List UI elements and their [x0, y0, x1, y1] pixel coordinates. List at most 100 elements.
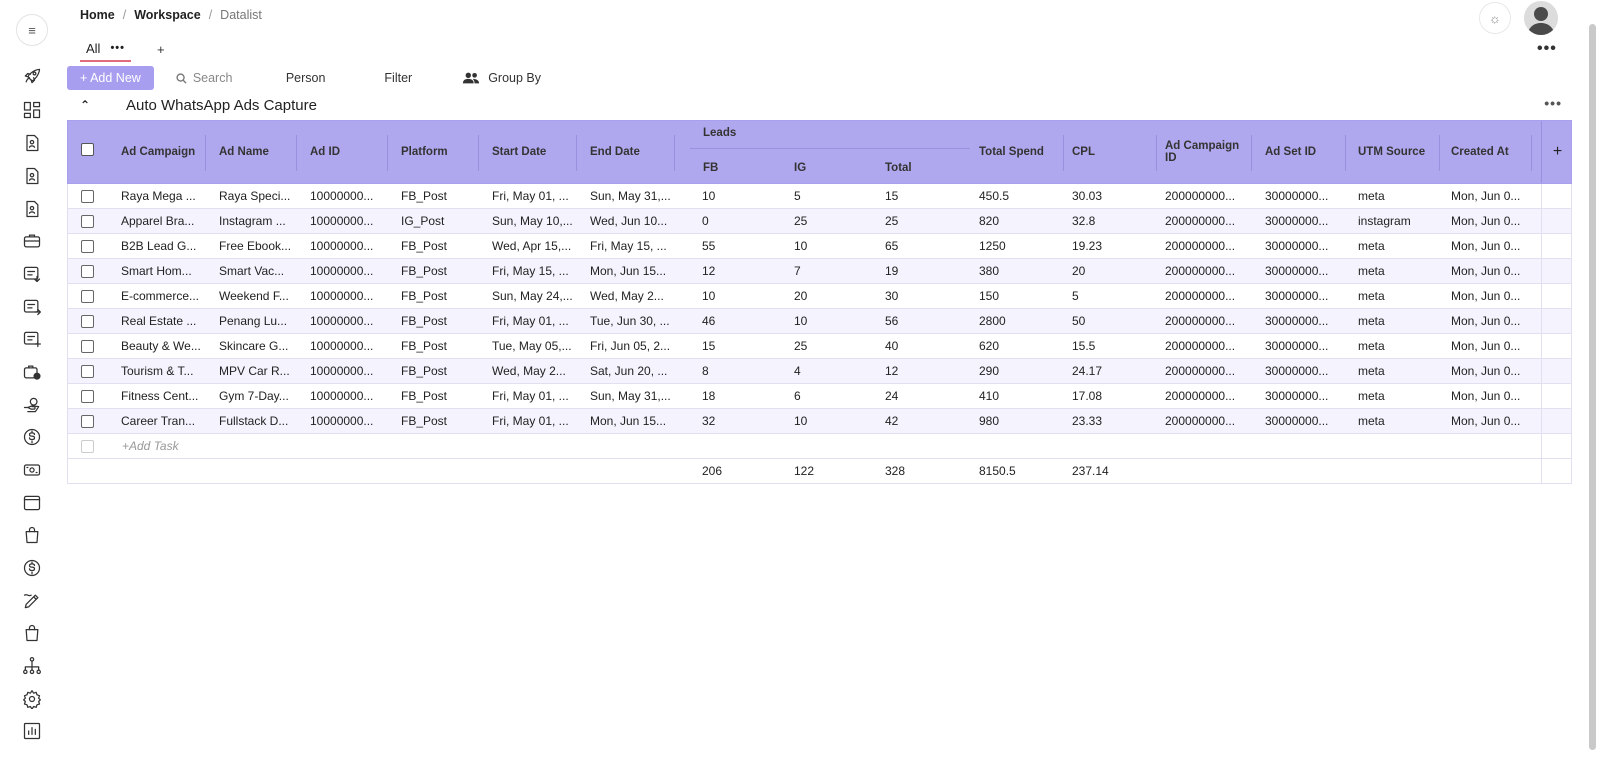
cell-created-at[interactable]: Mon, Jun 0... — [1451, 189, 1521, 203]
cell-leads-ig[interactable]: 5 — [794, 189, 801, 203]
cell-platform[interactable]: FB_Post — [401, 289, 448, 303]
group-by-button[interactable]: Group By — [462, 71, 541, 85]
cell-end-date[interactable]: Fri, May 15, ... — [590, 239, 667, 253]
cell-created-at[interactable]: Mon, Jun 0... — [1451, 214, 1521, 228]
cell-ad-campaign-id[interactable]: 200000000... — [1165, 389, 1236, 403]
cell-ad-id[interactable]: 10000000... — [310, 189, 374, 203]
dollar-circle-icon[interactable] — [20, 425, 44, 449]
cell-start-date[interactable]: Fri, May 15, ... — [492, 264, 569, 278]
cell-total-spend[interactable]: 820 — [979, 214, 1000, 228]
cell-leads-ig[interactable]: 7 — [794, 264, 801, 278]
cell-leads-total[interactable]: 42 — [885, 414, 899, 428]
cell-ad-set-id[interactable]: 30000000... — [1265, 264, 1329, 278]
table-row[interactable]: B2B Lead G... Free Ebook... 10000000... FB_… — [67, 234, 1572, 259]
briefcase-clock-icon[interactable] — [20, 360, 44, 384]
cell-created-at[interactable]: Mon, Jun 0... — [1451, 414, 1521, 428]
column-header-ig[interactable]: IG — [794, 162, 807, 174]
cell-start-date[interactable]: Sun, May 24,... — [492, 289, 573, 303]
cell-leads-total[interactable]: 30 — [885, 289, 899, 303]
cell-ad-campaign-id[interactable]: 200000000... — [1165, 189, 1236, 203]
cell-leads-ig[interactable]: 6 — [794, 389, 801, 403]
cell-ad-set-id[interactable]: 30000000... — [1265, 389, 1329, 403]
cell-leads-fb[interactable]: 55 — [702, 239, 716, 253]
more-options-icon[interactable]: ••• — [1537, 40, 1557, 57]
cell-platform[interactable]: IG_Post — [401, 214, 445, 228]
cell-leads-total[interactable]: 24 — [885, 389, 899, 403]
column-header-cpl[interactable]: CPL — [1072, 121, 1157, 183]
shopping-bag-icon[interactable] — [20, 621, 44, 645]
contact-card-icon[interactable] — [20, 131, 44, 155]
row-checkbox[interactable] — [81, 415, 94, 428]
cell-leads-fb[interactable]: 15 — [702, 339, 716, 353]
cell-ad-campaign-id[interactable]: 200000000... — [1165, 289, 1236, 303]
cell-utm-source[interactable]: meta — [1358, 364, 1385, 378]
filter-button[interactable]: Filter — [384, 71, 413, 85]
row-checkbox[interactable] — [81, 365, 94, 378]
dashboard-grid-icon[interactable] — [20, 98, 44, 122]
cell-total-spend[interactable]: 410 — [979, 389, 1000, 403]
cell-platform[interactable]: FB_Post — [401, 189, 448, 203]
cell-cpl[interactable]: 30.03 — [1072, 189, 1103, 203]
cell-utm-source[interactable]: instagram — [1358, 214, 1411, 228]
cell-ad-campaign[interactable]: Smart Hom... — [121, 264, 192, 278]
cell-leads-total[interactable]: 40 — [885, 339, 899, 353]
menu-icon[interactable]: ≡ — [16, 14, 48, 46]
cell-utm-source[interactable]: meta — [1358, 414, 1385, 428]
cell-leads-fb[interactable]: 18 — [702, 389, 716, 403]
settings-gear-icon[interactable] — [20, 687, 44, 711]
rocket-icon[interactable] — [20, 64, 44, 88]
cell-ad-campaign[interactable]: Real Estate ... — [121, 314, 197, 328]
cell-platform[interactable]: FB_Post — [401, 264, 448, 278]
cell-leads-total[interactable]: 15 — [885, 189, 899, 203]
cell-ad-id[interactable]: 10000000... — [310, 364, 374, 378]
cell-total-spend[interactable]: 620 — [979, 339, 1000, 353]
cell-ad-name[interactable]: Fullstack D... — [219, 414, 289, 428]
cell-cpl[interactable]: 32.8 — [1072, 214, 1096, 228]
cell-cpl[interactable]: 20 — [1072, 264, 1086, 278]
cell-ad-name[interactable]: MPV Car R... — [219, 364, 290, 378]
cell-utm-source[interactable]: meta — [1358, 239, 1385, 253]
dollar-circle-icon[interactable] — [20, 556, 44, 580]
cell-cpl[interactable]: 19.23 — [1072, 239, 1103, 253]
tab-options-icon[interactable]: ••• — [110, 42, 126, 54]
cell-ad-set-id[interactable]: 30000000... — [1265, 239, 1329, 253]
cell-utm-source[interactable]: meta — [1358, 264, 1385, 278]
cell-utm-source[interactable]: meta — [1358, 189, 1385, 203]
cell-ad-id[interactable]: 10000000... — [310, 289, 374, 303]
cell-end-date[interactable]: Sat, Jun 20, ... — [590, 364, 668, 378]
cell-leads-ig[interactable]: 10 — [794, 414, 808, 428]
column-header-ad-campaign-id[interactable]: Ad Campaign ID — [1165, 121, 1252, 183]
table-row[interactable]: Beauty & We... Skincare G... 10000000... FB… — [67, 334, 1572, 359]
cell-end-date[interactable]: Wed, Jun 10... — [590, 214, 668, 228]
cell-end-date[interactable]: Sun, May 31,... — [590, 389, 671, 403]
list-export-icon[interactable] — [20, 295, 44, 319]
contact-card-icon[interactable] — [20, 197, 44, 221]
cell-ad-campaign[interactable]: Tourism & T... — [121, 364, 194, 378]
cell-utm-source[interactable]: meta — [1358, 339, 1385, 353]
column-header-created-at[interactable]: Created At — [1451, 121, 1532, 183]
cell-end-date[interactable]: Tue, Jun 30, ... — [590, 314, 670, 328]
cell-created-at[interactable]: Mon, Jun 0... — [1451, 264, 1521, 278]
row-checkbox[interactable] — [81, 315, 94, 328]
cell-ad-name[interactable]: Raya Speci... — [219, 189, 291, 203]
cell-leads-total[interactable]: 56 — [885, 314, 899, 328]
cell-platform[interactable]: FB_Post — [401, 314, 448, 328]
row-checkbox[interactable] — [81, 265, 94, 278]
cell-leads-ig[interactable]: 10 — [794, 239, 808, 253]
shopping-bag-icon[interactable] — [20, 523, 44, 547]
cell-leads-fb[interactable]: 32 — [702, 414, 716, 428]
contact-card-icon[interactable] — [20, 164, 44, 188]
cell-ad-id[interactable]: 10000000... — [310, 214, 374, 228]
add-task-button[interactable]: +Add Task — [122, 439, 179, 453]
column-header-ad-campaign[interactable]: Ad Campaign — [121, 121, 206, 183]
cell-ad-campaign-id[interactable]: 200000000... — [1165, 339, 1236, 353]
list-download-icon[interactable] — [20, 262, 44, 286]
breadcrumb-workspace[interactable]: Workspace — [134, 8, 201, 22]
cell-start-date[interactable]: Sun, May 10,... — [492, 214, 573, 228]
cell-platform[interactable]: FB_Post — [401, 414, 448, 428]
cell-utm-source[interactable]: meta — [1358, 314, 1385, 328]
row-checkbox[interactable] — [81, 290, 94, 303]
table-row[interactable]: Tourism & T... MPV Car R... 10000000... FB_… — [67, 359, 1572, 384]
cell-leads-fb[interactable]: 10 — [702, 289, 716, 303]
column-header-fb[interactable]: FB — [703, 162, 719, 174]
